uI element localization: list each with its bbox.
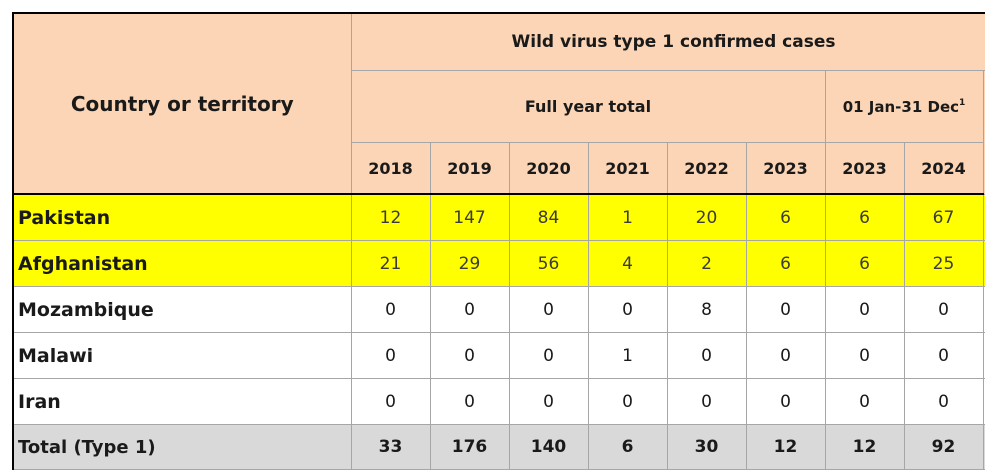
total-count-cell: 33: [350, 424, 431, 470]
case-count-cell: 0: [429, 378, 510, 425]
case-count-cell: 0: [745, 286, 826, 333]
header-row-period: Full year total 01 Jan-31 Dec1: [13, 70, 985, 195]
case-count-cell: 8: [666, 286, 747, 333]
case-count-cell: 0: [666, 332, 747, 379]
case-count-cell: 0: [903, 286, 984, 333]
case-count-cell: 0: [745, 378, 826, 425]
total-count-cell: 6: [587, 424, 668, 470]
country-name-cell: Iran: [12, 378, 352, 425]
year-header: 2019: [429, 142, 510, 195]
case-count-cell: 0: [350, 332, 431, 379]
case-count-cell: 0: [429, 332, 510, 379]
header-extra-cell: [982, 70, 985, 195]
total-count-cell: 12: [745, 424, 826, 470]
wild-virus-group-header: Wild virus type 1 confirmed cases: [350, 12, 985, 71]
header-row-group: Country or territory Wild virus type 1 c…: [12, 12, 985, 195]
case-count-cell: 0: [350, 378, 431, 425]
case-count-cell: 0: [587, 378, 668, 425]
case-count-cell: 0: [508, 378, 589, 425]
country-name-cell: Pakistan: [12, 193, 352, 241]
period-footnote-marker: 1: [959, 97, 966, 108]
case-count-cell: 6: [824, 240, 905, 287]
header-row-years: 2018 2019 2020 2021 2022 2023 2023 2024: [13, 142, 985, 195]
case-count-cell: 21: [350, 240, 431, 287]
case-count-cell: 0: [587, 286, 668, 333]
case-count-cell: 0: [508, 332, 589, 379]
case-count-cell: 1: [587, 332, 668, 379]
case-count-cell: 0: [824, 286, 905, 333]
case-count-cell: 0: [903, 378, 984, 425]
case-count-cell: 0: [508, 286, 589, 333]
case-count-cell: 56: [508, 240, 589, 287]
case-count-cell: 12: [350, 193, 431, 241]
case-count-cell: 0: [824, 332, 905, 379]
period-header: 01 Jan-31 Dec1: [824, 70, 984, 143]
case-count-cell: 0: [903, 332, 984, 379]
total-count-cell: 176: [429, 424, 510, 470]
case-count-cell: 0: [429, 286, 510, 333]
year-header: 2023: [745, 142, 826, 195]
case-count-cell: 6: [824, 193, 905, 241]
period-header-text: 01 Jan-31 Dec: [842, 97, 960, 116]
case-count-cell: 29: [429, 240, 510, 287]
case-count-cell: 0: [824, 378, 905, 425]
full-year-total-header: Full year total: [350, 70, 826, 143]
table-row-malawi: Malawi 0 0 0 1 0 0 0 0: [12, 332, 985, 379]
case-count-cell: 2: [666, 240, 747, 287]
case-count-cell: 147: [429, 193, 510, 241]
case-count-cell: 0: [666, 378, 747, 425]
case-count-cell: 25: [903, 240, 984, 287]
table-row-pakistan: Pakistan 12 147 84 1 20 6 6 67: [12, 193, 985, 241]
case-count-cell: 84: [508, 193, 589, 241]
country-column-header: Country or territory: [12, 12, 352, 195]
case-count-cell: 1: [587, 193, 668, 241]
table-row-mozambique: Mozambique 0 0 0 0 8 0 0 0: [12, 286, 985, 333]
total-count-cell: 92: [903, 424, 984, 470]
year-header: 2021: [587, 142, 668, 195]
total-count-cell: 140: [508, 424, 589, 470]
case-count-cell: 6: [745, 240, 826, 287]
year-header: 2022: [666, 142, 747, 195]
case-count-cell: 0: [350, 286, 431, 333]
table-row-afghanistan: Afghanistan 21 29 56 4 2 6 6 25: [12, 240, 985, 287]
total-label-cell: Total (Type 1): [12, 424, 352, 470]
country-name-cell: Malawi: [12, 332, 352, 379]
total-count-cell: 12: [824, 424, 905, 470]
total-count-cell: 30: [666, 424, 747, 470]
extra-cell: [982, 424, 985, 470]
case-count-cell: 4: [587, 240, 668, 287]
table-row-iran: Iran 0 0 0 0 0 0 0 0: [12, 378, 985, 425]
case-count-cell: 20: [666, 193, 747, 241]
case-count-cell: 0: [745, 332, 826, 379]
case-count-cell: 67: [903, 193, 984, 241]
year-header: 2020: [508, 142, 589, 195]
table-row-total: Total (Type 1) 33 176 140 6 30 12 12 92: [12, 424, 985, 470]
case-count-cell: 6: [745, 193, 826, 241]
year-header: 2024: [903, 142, 984, 195]
country-name-cell: Mozambique: [12, 286, 352, 333]
country-name-cell: Afghanistan: [12, 240, 352, 287]
year-header: 2018: [350, 142, 431, 195]
wild-poliovirus-cases-table: Country or territory Wild virus type 1 c…: [12, 12, 985, 470]
year-header: 2023: [824, 142, 905, 195]
polio-cases-table-container: Country or territory Wild virus type 1 c…: [12, 12, 985, 472]
